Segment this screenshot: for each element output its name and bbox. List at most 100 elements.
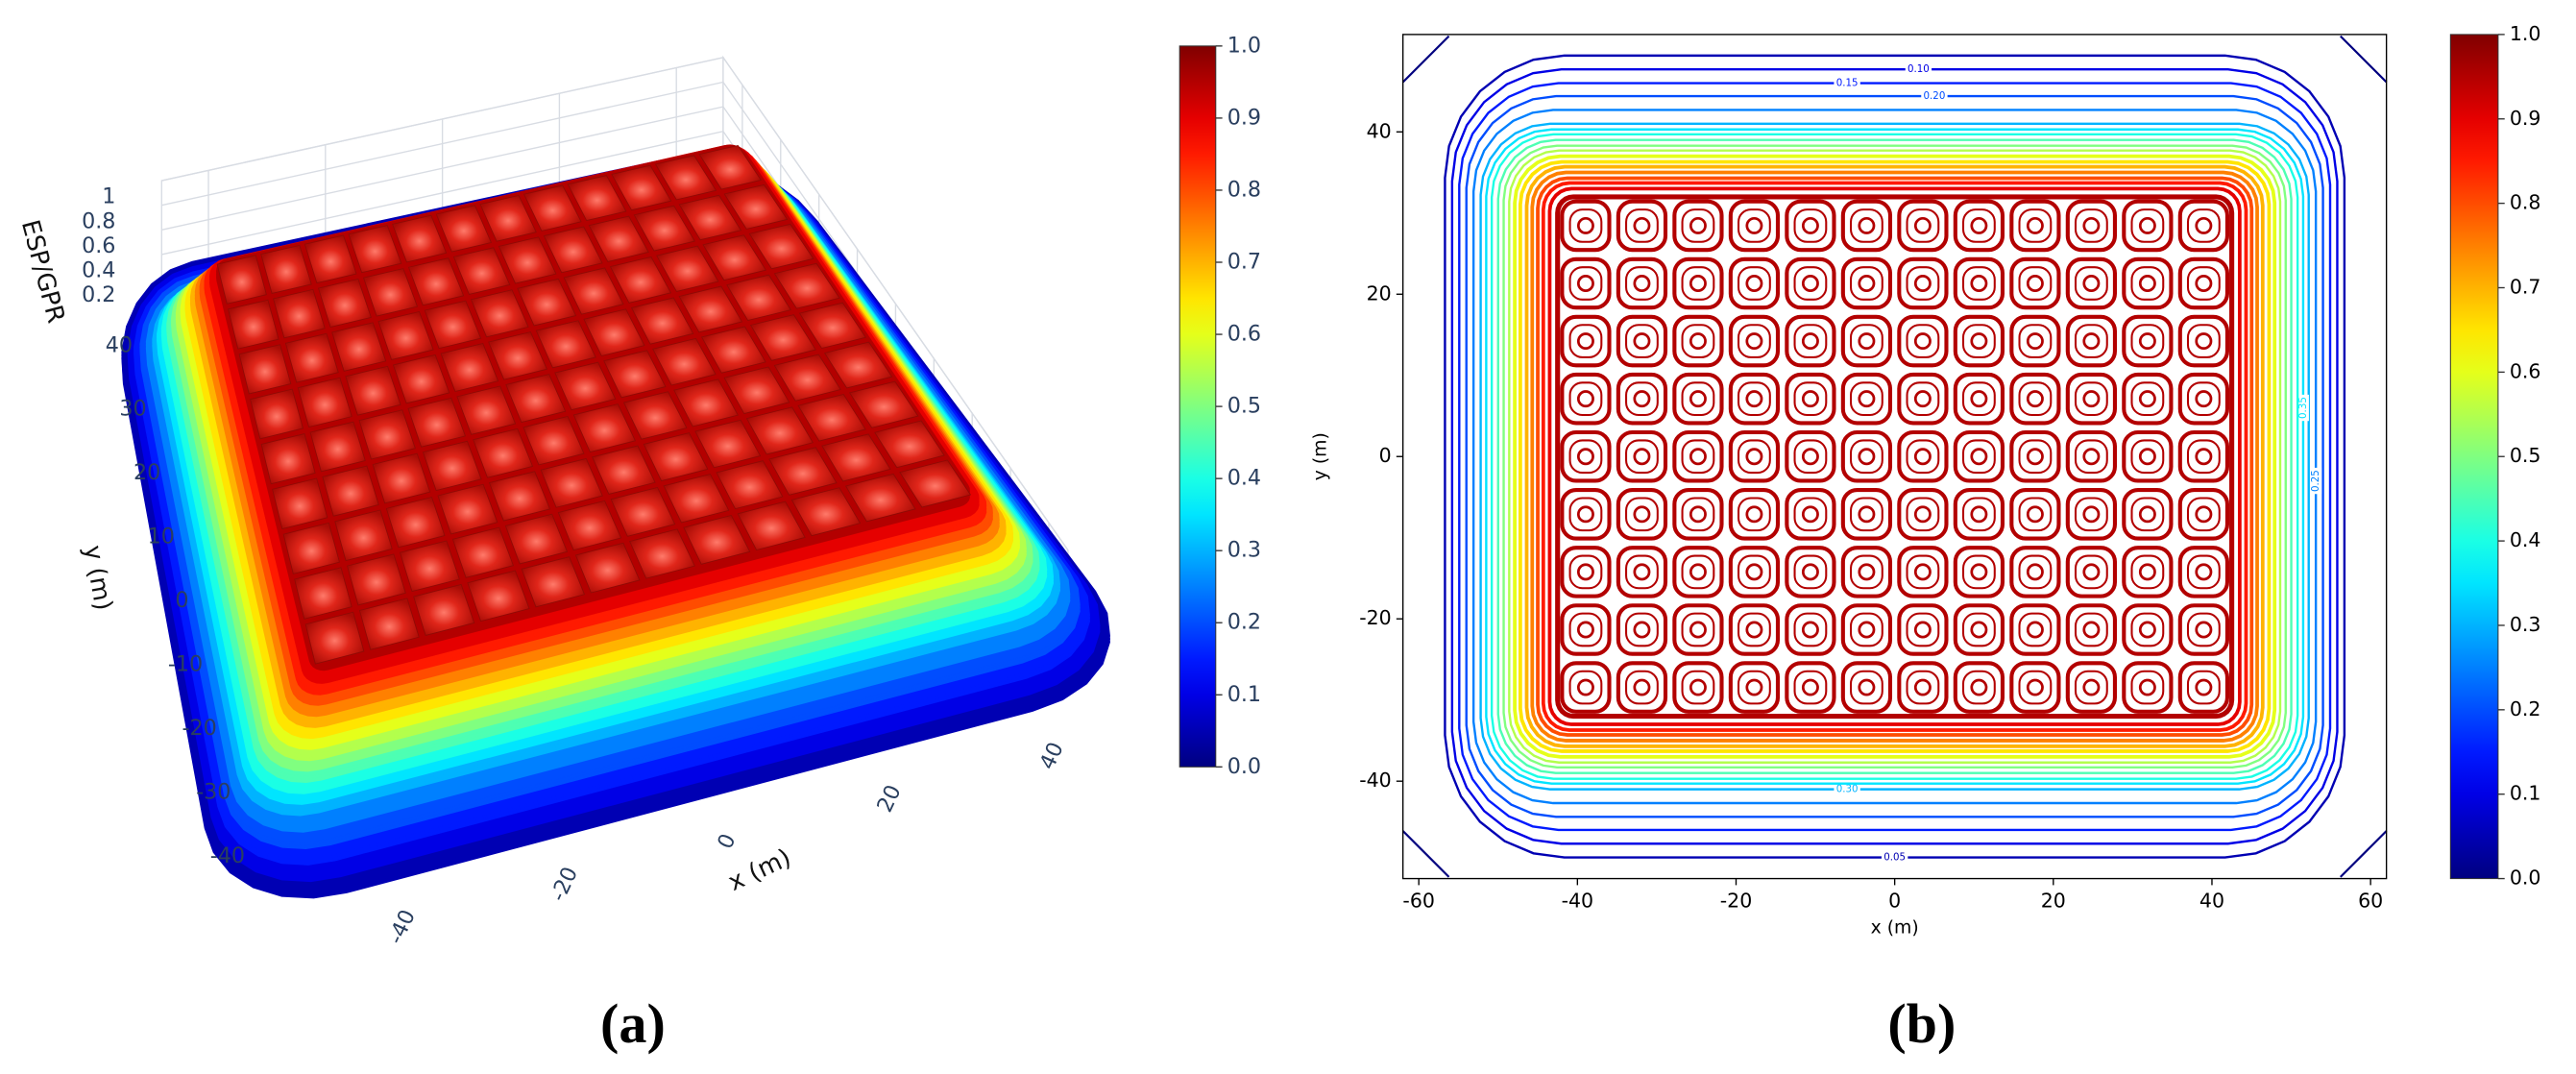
surface-bump — [749, 314, 816, 361]
surface-bump — [899, 459, 972, 508]
cell-contour — [1913, 275, 1932, 292]
cell-contour — [1953, 199, 2005, 253]
cell-contour — [2138, 332, 2156, 351]
surface-bump — [372, 452, 431, 504]
cell-contour — [1560, 314, 1612, 368]
contour-line — [1479, 122, 2310, 791]
x-tick-label: -40 — [1562, 890, 1593, 913]
cell-contour — [2195, 275, 2213, 292]
cell-contour — [2130, 381, 2165, 417]
surface-bump — [348, 225, 402, 274]
cell-contour — [2186, 670, 2221, 705]
cell-contour — [1625, 554, 1659, 590]
surface-bump — [567, 175, 627, 222]
cell-contour — [1728, 661, 1781, 714]
contour-label-bg — [1834, 783, 1860, 795]
surface-bump — [522, 184, 582, 232]
panel-a: -40-2002040-40-30-20-100102030400.20.40.… — [15, 33, 1261, 948]
cell-contour — [2009, 546, 2061, 598]
cell-contour — [1897, 429, 1949, 483]
surface-bump — [272, 477, 328, 530]
surface-bump — [407, 257, 465, 306]
cell-contour — [2074, 554, 2108, 590]
cell-contour — [1689, 216, 1707, 234]
cell-contour — [1616, 603, 1668, 656]
cell-contour — [2074, 670, 2108, 705]
cell-contour — [1633, 390, 1651, 408]
surface-bump — [471, 289, 529, 338]
colorbar-tick-label: 0.7 — [2510, 276, 2541, 299]
cell-contour — [1576, 216, 1594, 234]
surface-bump — [588, 215, 649, 262]
cell-contour — [2082, 621, 2101, 639]
cell-contour — [1961, 266, 1996, 301]
surface-bump — [654, 155, 717, 201]
surface-bump — [238, 344, 292, 395]
contour-line — [1502, 144, 2287, 769]
surface-bump — [250, 388, 304, 440]
surface-bump — [358, 409, 416, 460]
y-tick-label: 40 — [1367, 119, 1392, 142]
cell-contour — [1906, 381, 1940, 417]
cell-contour — [1961, 670, 1996, 705]
z-tick-label: 1 — [102, 184, 115, 209]
surface-bump — [611, 164, 672, 211]
cell-contour — [2138, 563, 2156, 581]
cell-contour — [1672, 429, 1724, 483]
cell-contour — [2138, 448, 2156, 466]
contour-line — [1547, 186, 2242, 726]
surface-bump — [467, 570, 530, 622]
contour-label: 0.35 — [2297, 397, 2309, 419]
surface-bump — [678, 285, 743, 333]
cell-contour — [1858, 275, 1876, 292]
x-tick-label: 60 — [2358, 890, 2383, 913]
cell-contour — [1897, 314, 1949, 368]
surface-bump — [683, 515, 751, 565]
colorbar-tick-label: 0.0 — [1227, 754, 1261, 779]
cell-contour — [2065, 488, 2117, 541]
colorbar — [1179, 45, 1217, 768]
y-tick-label: -30 — [196, 780, 231, 805]
cell-contour — [1745, 621, 1763, 639]
colorbar-tick-label: 0.9 — [2510, 107, 2541, 130]
cell-contour — [2177, 256, 2229, 310]
surface-bump — [228, 299, 279, 350]
cell-contour — [2177, 603, 2229, 656]
cell-contour — [1625, 208, 1659, 243]
colorbar-tick-label: 1.0 — [2510, 22, 2541, 45]
cell-contour — [2026, 332, 2044, 351]
cell-contour — [2009, 661, 2061, 714]
surface-bump — [610, 486, 676, 537]
x-axis-label: x (m) — [1871, 917, 1919, 938]
cell-contour — [1858, 621, 1876, 639]
cell-contour — [1785, 199, 1836, 253]
cell-contour — [2026, 275, 2044, 292]
cell-contour — [1681, 208, 1715, 243]
caption: (b) — [1887, 992, 1956, 1055]
y-tick-label: 20 — [134, 460, 160, 485]
cell-contour — [2195, 563, 2213, 581]
colorbar-tick-label: 0.1 — [2510, 782, 2541, 805]
surface-bump — [517, 278, 577, 327]
surface-bump — [422, 440, 482, 492]
cell-contour — [2082, 390, 2101, 408]
surface-bump — [745, 406, 814, 455]
contour-line — [1518, 159, 2272, 753]
z-tick-label: 0.6 — [82, 233, 115, 258]
corner-contour — [1401, 830, 1450, 878]
cell-contour — [2122, 256, 2174, 310]
cell-contour — [1961, 208, 1996, 243]
cell-contour — [1897, 372, 1949, 426]
cell-contour — [1728, 256, 1781, 310]
surface-bump — [768, 447, 838, 496]
contour-line — [1450, 68, 2339, 845]
cell-contour — [2177, 199, 2229, 253]
surface-bump — [702, 234, 767, 281]
surface-bump — [622, 391, 688, 440]
colorbar-tick-label: 0.4 — [1227, 466, 1261, 491]
x-tick-label: 0 — [1888, 890, 1901, 913]
cell-contour — [2130, 208, 2165, 243]
y-tick-label: -40 — [1359, 769, 1391, 792]
cell-contour — [2065, 661, 2117, 714]
cell-contour — [2138, 678, 2156, 696]
